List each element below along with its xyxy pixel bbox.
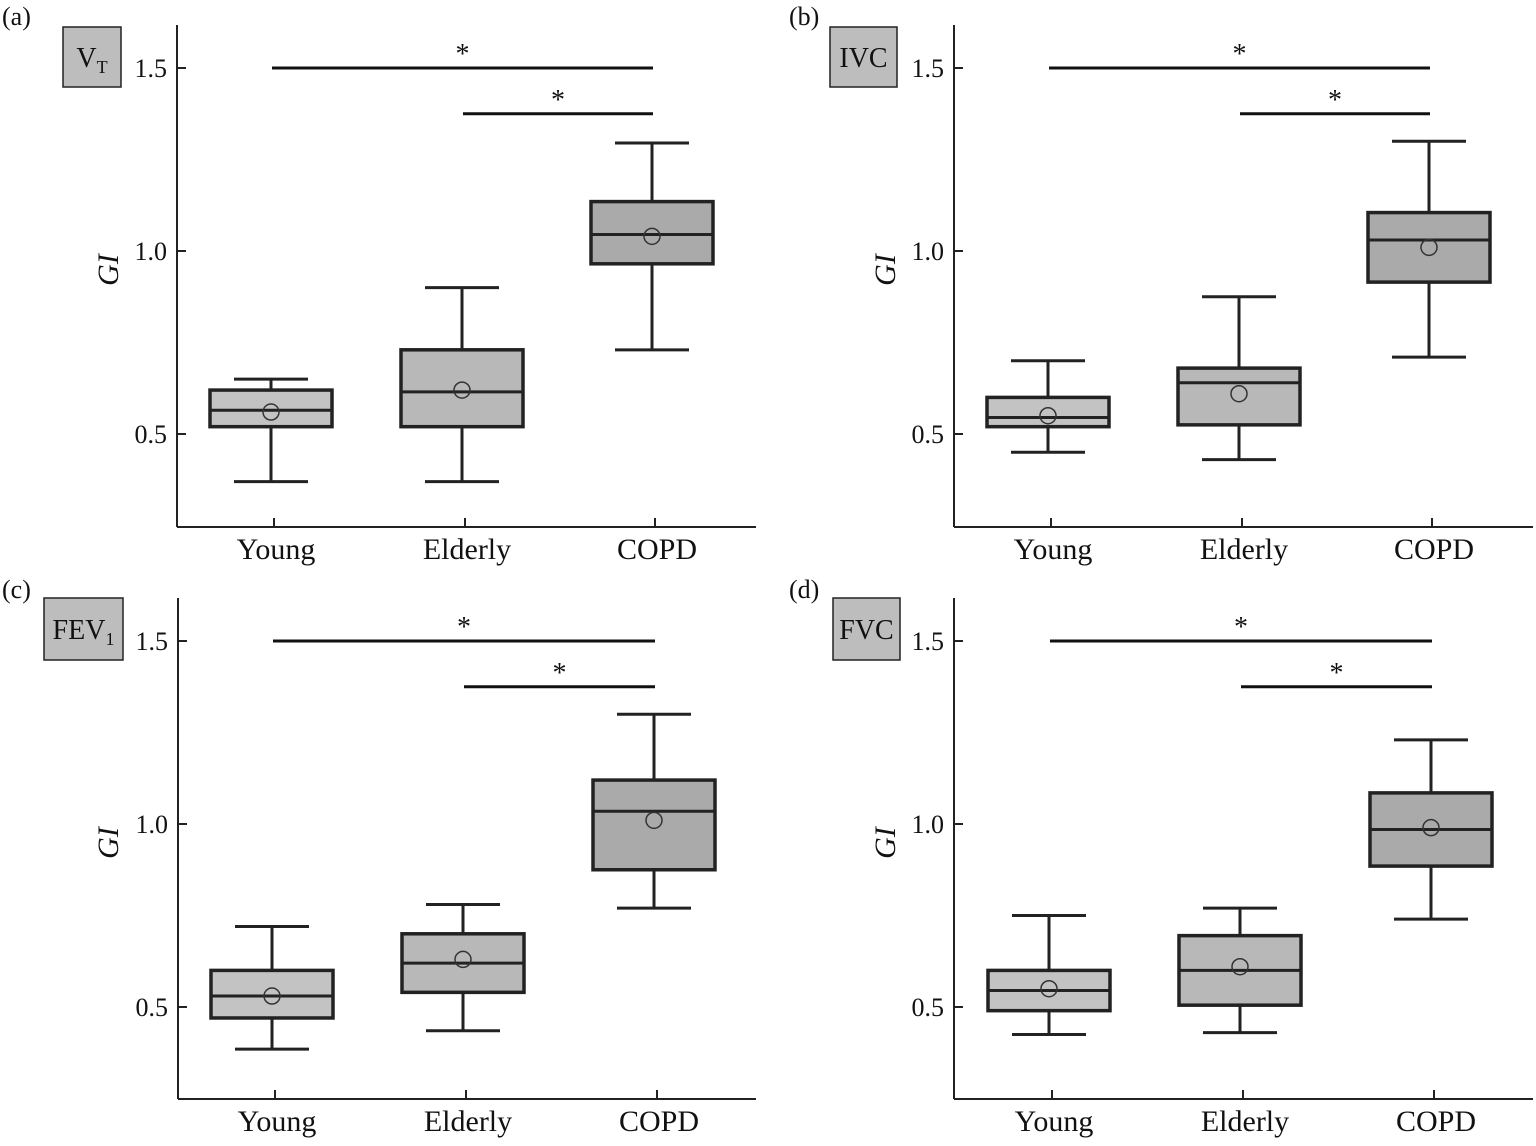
box-copd xyxy=(589,141,715,352)
x-tick-label: Young xyxy=(237,533,316,566)
x-tick-label: COPD xyxy=(1396,1105,1476,1138)
box-body xyxy=(985,395,1111,429)
panel-label: (a) xyxy=(2,2,31,31)
box-copd xyxy=(1366,139,1492,359)
panel-label: (d) xyxy=(789,575,819,604)
x-tick-label: Young xyxy=(1015,1105,1094,1138)
box-body xyxy=(1366,210,1492,284)
y-tick-label: 0.5 xyxy=(136,993,169,1022)
mean-marker xyxy=(645,811,663,830)
variable-tag-label: FVC xyxy=(839,615,893,646)
box-elderly xyxy=(1176,295,1302,462)
x-tick-label: Elderly xyxy=(1200,533,1288,566)
mean-marker xyxy=(1231,957,1249,976)
y-tick-label: 1.5 xyxy=(912,627,945,656)
y-tick-label: 1.0 xyxy=(136,810,169,839)
box-body xyxy=(1176,366,1302,427)
y-axis-label: GI xyxy=(869,825,902,859)
variable-tag-box xyxy=(43,597,124,661)
variable-tag-main: FVC xyxy=(839,615,893,646)
significance-star: * xyxy=(551,85,565,116)
panel-2: 0.5 1.0 1.5 Young Elderly COPD GI (b) IVC * * xyxy=(789,2,1533,566)
significance-star: * xyxy=(1234,612,1248,643)
x-tick-label: Elderly xyxy=(1201,1105,1289,1138)
mean-marker xyxy=(1420,238,1438,257)
y-tick-label: 0.5 xyxy=(135,420,168,449)
y-tick-label: 0.5 xyxy=(912,420,945,449)
variable-tag-label: IVC xyxy=(839,43,887,74)
mean-marker xyxy=(1039,406,1057,425)
box-body xyxy=(399,348,525,429)
variable-tag-box xyxy=(62,26,122,88)
y-tick-label: 1.0 xyxy=(912,237,945,266)
significance-star: * xyxy=(553,658,567,689)
significance-star: * xyxy=(456,39,470,70)
mean-marker xyxy=(1422,818,1440,837)
y-axis-label: GI xyxy=(92,252,125,286)
variable-tag-subscript: T xyxy=(97,57,108,77)
significance-star: * xyxy=(1330,658,1344,689)
mean-marker xyxy=(453,381,471,399)
x-tick-label: Young xyxy=(238,1105,317,1138)
significance-star: * xyxy=(1233,39,1247,70)
y-tick-label: 1.5 xyxy=(136,627,169,656)
variable-tag-box xyxy=(829,26,898,88)
box-copd xyxy=(591,712,717,910)
box-elderly xyxy=(1177,906,1303,1035)
mean-marker xyxy=(263,987,281,1005)
mean-marker xyxy=(1040,979,1058,998)
mean-marker xyxy=(643,227,661,246)
mean-marker xyxy=(262,403,280,421)
box-copd xyxy=(1368,738,1494,921)
mean-marker xyxy=(1230,384,1248,403)
significance-star: * xyxy=(1328,85,1342,116)
significance-star: * xyxy=(457,612,471,643)
y-axis-label: GI xyxy=(869,252,902,286)
variable-tag-label: VT xyxy=(76,43,107,77)
variable-tag-main: FEV xyxy=(53,615,106,646)
box-body xyxy=(209,968,335,1020)
panel-label: (b) xyxy=(789,2,819,31)
box-elderly xyxy=(400,903,526,1033)
y-tick-label: 0.5 xyxy=(912,993,945,1022)
x-tick-label: Elderly xyxy=(424,1105,512,1138)
x-tick-label: Elderly xyxy=(423,533,511,566)
mean-marker xyxy=(454,950,472,969)
box-young xyxy=(208,377,334,484)
box-young xyxy=(209,924,335,1051)
box-body xyxy=(589,199,715,266)
variable-tag-subscript: 1 xyxy=(105,629,114,649)
box-body xyxy=(591,778,717,872)
panel-4: 0.5 1.0 1.5 Young Elderly COPD GI (d) FVC * * xyxy=(789,575,1533,1138)
variable-tag-box xyxy=(832,597,901,661)
variable-tag-main: IVC xyxy=(839,43,887,74)
x-tick-label: Young xyxy=(1014,533,1093,566)
x-tick-label: COPD xyxy=(1394,533,1474,566)
box-elderly xyxy=(399,286,525,484)
box-young xyxy=(985,359,1111,454)
panel-label: (c) xyxy=(2,575,31,604)
y-axis-label: GI xyxy=(92,825,125,859)
box-body xyxy=(208,388,334,429)
panel-3: 0.5 1.0 1.5 Young Elderly COPD GI (c) FEV1 * * xyxy=(2,575,756,1138)
x-tick-label: COPD xyxy=(619,1105,699,1138)
panel-1: 0.5 1.0 1.5 Young Elderly COPD GI (a) VT * * xyxy=(2,2,756,566)
variable-tag-main: V xyxy=(76,43,96,74)
y-tick-label: 1.0 xyxy=(135,237,168,266)
x-tick-label: COPD xyxy=(617,533,697,566)
box-young xyxy=(986,914,1112,1036)
y-tick-label: 1.0 xyxy=(912,810,945,839)
y-tick-label: 1.5 xyxy=(912,54,945,83)
y-tick-label: 1.5 xyxy=(135,54,168,83)
variable-tag-label: FEV1 xyxy=(53,615,115,649)
